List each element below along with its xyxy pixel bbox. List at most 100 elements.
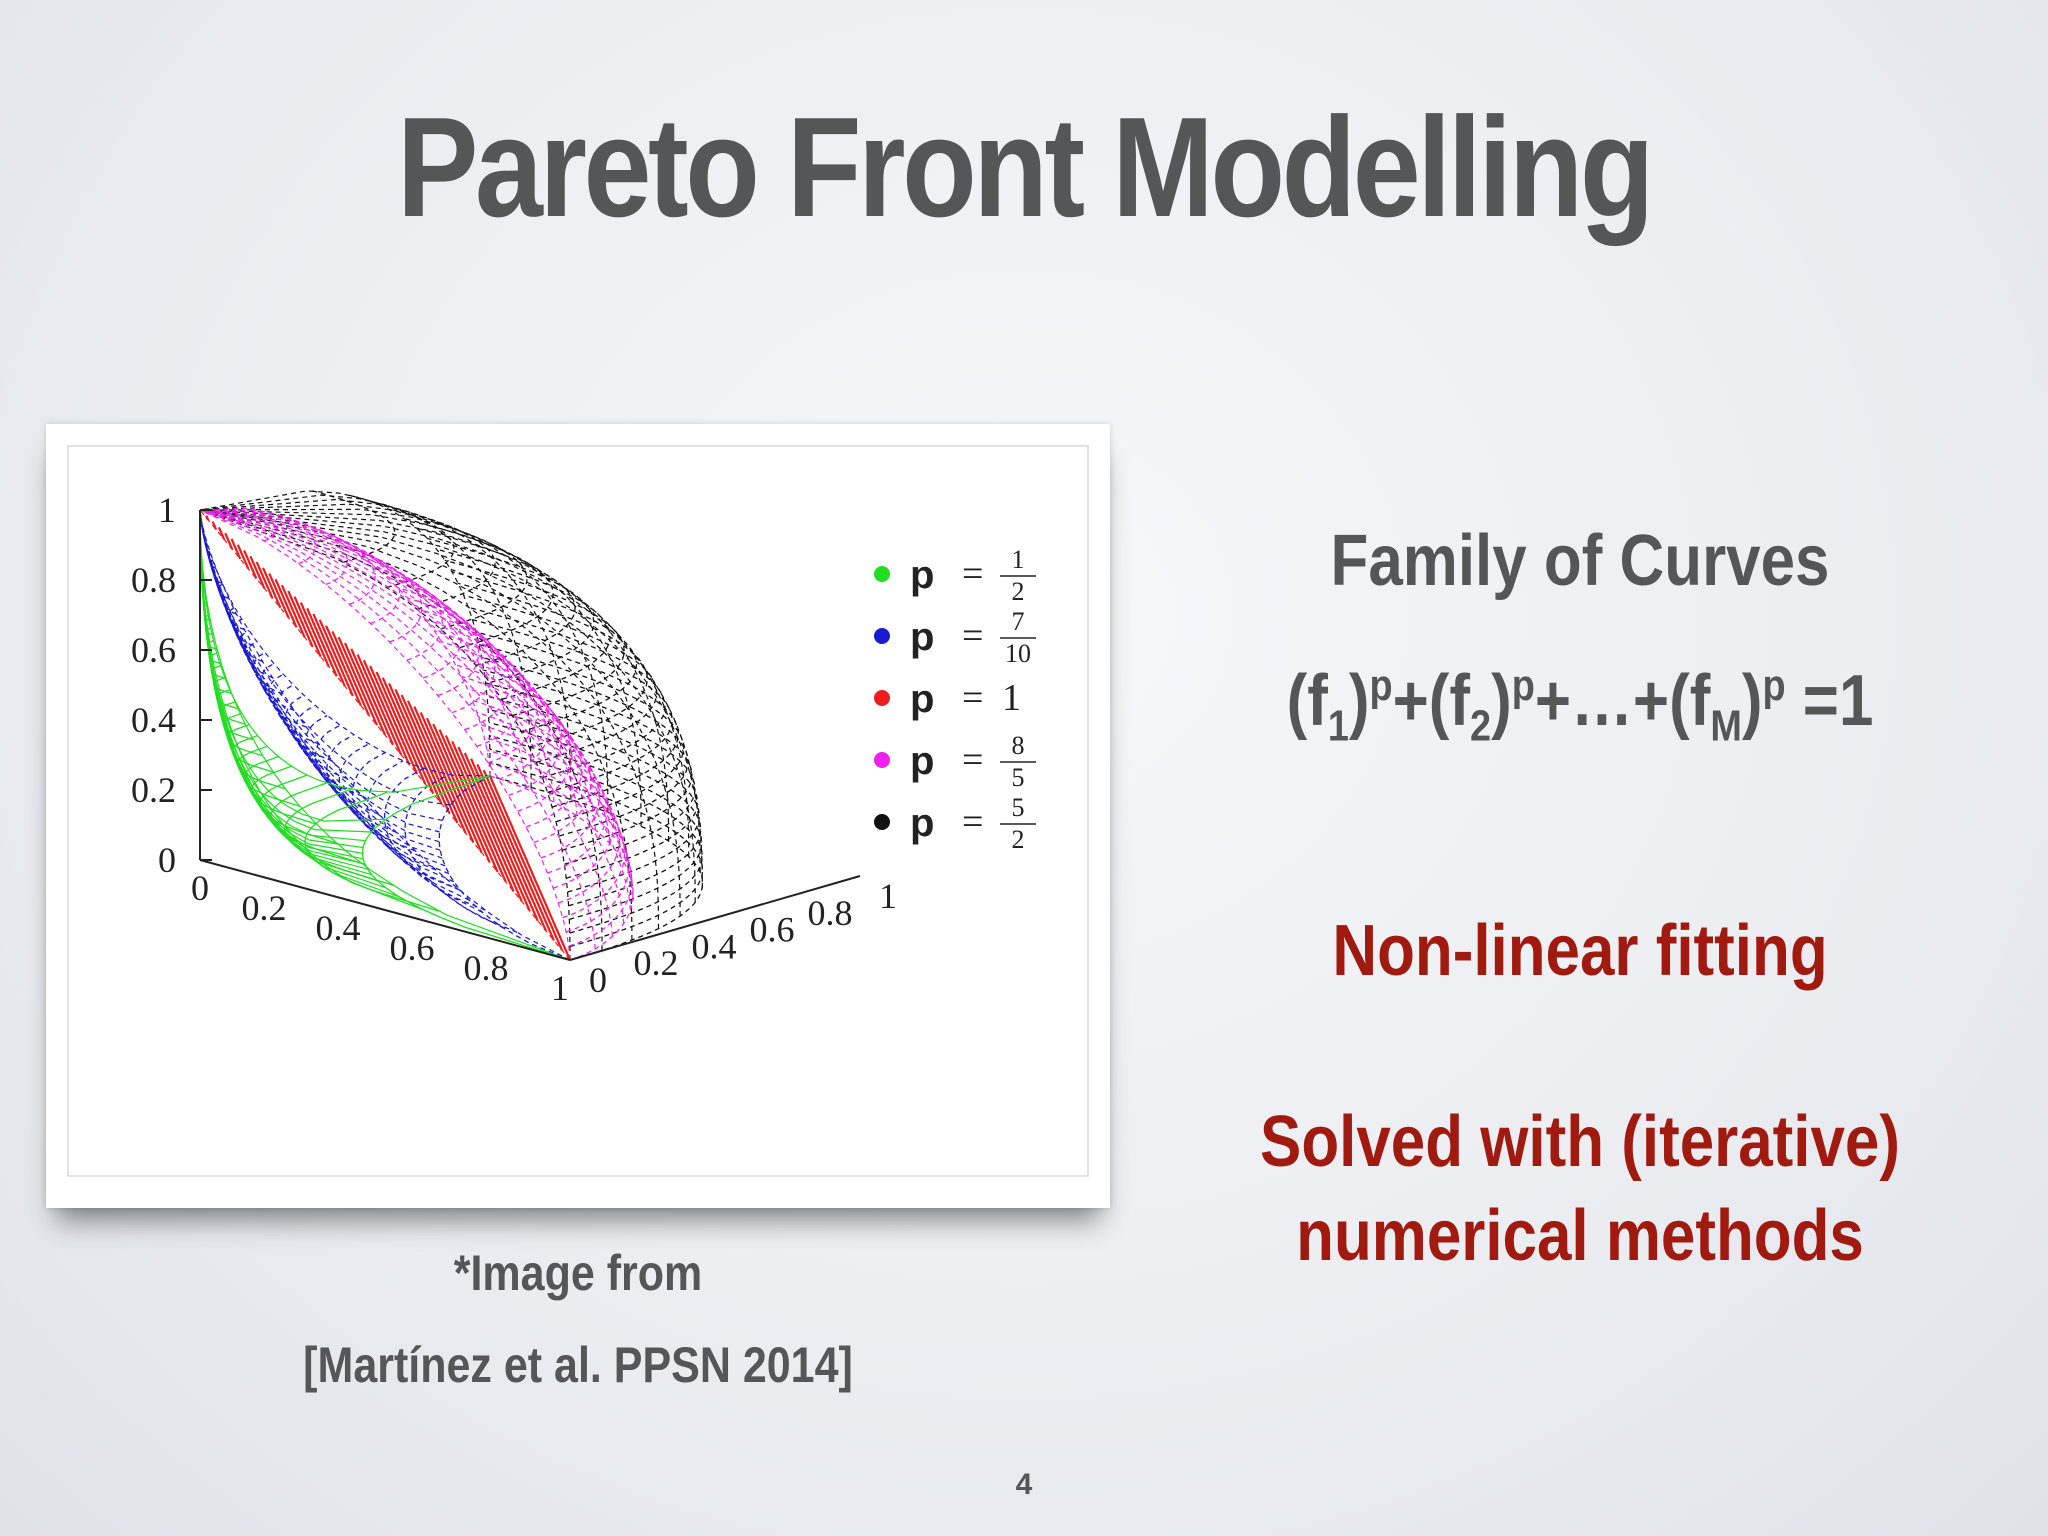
formula-f1-sub: 1 — [1327, 701, 1349, 751]
legend-value: 1 — [1002, 677, 1021, 719]
surface-line — [274, 579, 298, 628]
surface-meridian — [199, 507, 491, 777]
surface-line — [337, 636, 379, 726]
surface-line — [436, 548, 611, 700]
surface-meridian — [199, 509, 696, 903]
surface-meridian — [199, 509, 386, 822]
z-tick-label: 1 — [158, 490, 176, 530]
surface-line — [255, 561, 274, 599]
surface-meridian — [199, 509, 690, 857]
z-tick-label: 0 — [158, 840, 176, 880]
y-tick-label: 0.8 — [808, 893, 853, 933]
surface-line — [276, 684, 320, 745]
surface-line — [383, 767, 486, 911]
surface-line — [457, 746, 531, 912]
surface-line — [287, 590, 314, 648]
surface-line — [236, 544, 250, 570]
surface-line — [487, 708, 701, 893]
surface-line — [475, 631, 680, 808]
surface-line — [463, 594, 658, 764]
surface-line — [331, 630, 370, 716]
surface-line — [485, 682, 696, 865]
x-tick-label: 0 — [191, 868, 209, 908]
surface-line — [488, 762, 633, 947]
y-tick-label: 1 — [879, 876, 897, 916]
surface-line — [312, 490, 396, 563]
surface-line — [375, 671, 427, 785]
surface-line — [224, 532, 234, 550]
surface-meridian — [199, 509, 450, 875]
surface-line — [416, 608, 525, 748]
formula-fm-sub: M — [1710, 701, 1742, 751]
surface-meridian — [199, 494, 532, 788]
surface-line — [249, 555, 266, 589]
formula-f2-close: ) — [1491, 661, 1512, 741]
surface-meridian — [199, 509, 596, 949]
legend-marker-2 — [874, 690, 890, 706]
surface-line — [348, 547, 423, 643]
surface-line — [394, 688, 451, 814]
legend-denominator: 5 — [1012, 763, 1025, 792]
surface-line — [326, 734, 397, 833]
surface-line — [486, 695, 699, 879]
surface-line — [476, 763, 555, 941]
surface-line — [455, 664, 583, 828]
surface-line — [483, 669, 693, 851]
legend-symbol: p — [910, 677, 934, 721]
x-tick-label: 1 — [551, 968, 569, 1008]
surface-line — [488, 775, 572, 961]
formula-fm-close: ) — [1741, 661, 1763, 741]
legend-eq: = — [962, 739, 983, 781]
surface-line — [444, 559, 625, 717]
legend-numerator: 8 — [1012, 731, 1025, 760]
surface-meridian — [199, 509, 527, 789]
pareto-front-chart: 00.20.40.60.810 0.2 0.4 0.6 0.8 1 0 0.2 0.4 0.6 0.… — [67, 445, 1089, 1177]
formula: (f1)p+(f2)p+…+(fM)p =1 — [1236, 660, 1924, 751]
solved-line1: Solved with (iterative) — [1260, 1102, 1900, 1182]
slide-title: Pareto Front Modelling — [396, 88, 1654, 247]
surface-line — [343, 642, 387, 736]
surface-meridian — [199, 509, 634, 898]
x-tick-label: 0.2 — [242, 888, 287, 928]
surface-line — [406, 700, 467, 834]
surface-line — [433, 630, 551, 780]
solved-line2: numerical methods — [1296, 1196, 1864, 1276]
surface-meridian — [199, 509, 491, 777]
surface-line — [230, 538, 242, 560]
surface-line — [293, 596, 322, 658]
formula-f2-sub: 2 — [1470, 701, 1492, 751]
legend-eq: = — [962, 615, 983, 657]
legend-symbol: p — [910, 615, 934, 659]
y-tick-label: 0.4 — [692, 926, 737, 966]
surface-meridian — [199, 509, 443, 821]
surface-p-4 — [199, 490, 704, 961]
surface-meridian — [199, 510, 366, 865]
legend-denominator: 10 — [1005, 639, 1031, 668]
legend-marker-1 — [874, 628, 890, 644]
surface-meridian — [199, 509, 555, 803]
formula-p2: p — [1511, 661, 1535, 710]
caption-line2: [Martínez et al. PPSN 2014] — [303, 1337, 853, 1393]
surface-line — [472, 618, 673, 794]
surface-line — [403, 517, 554, 649]
surface-line — [268, 573, 290, 619]
surface-line — [457, 582, 648, 748]
surface-line — [356, 654, 403, 756]
surface-line — [306, 607, 338, 677]
legend-marker-4 — [874, 814, 890, 830]
legend-symbol: p — [910, 801, 934, 845]
surface-line — [413, 706, 475, 844]
formula-p3: p — [1762, 661, 1786, 710]
surface-line — [381, 677, 435, 795]
y-tick-label: 0.2 — [634, 943, 679, 983]
surface-meridian — [199, 509, 443, 859]
surface-meridian — [199, 509, 441, 851]
legend-eq: = — [962, 677, 983, 719]
surface-meridian — [199, 509, 571, 961]
surface-line — [386, 576, 480, 697]
surface-meridian — [199, 509, 660, 929]
page-number: 4 — [1015, 1468, 1033, 1501]
legend-denominator: 2 — [1012, 577, 1025, 606]
surface-meridian — [199, 509, 451, 806]
surface-line — [407, 597, 511, 731]
